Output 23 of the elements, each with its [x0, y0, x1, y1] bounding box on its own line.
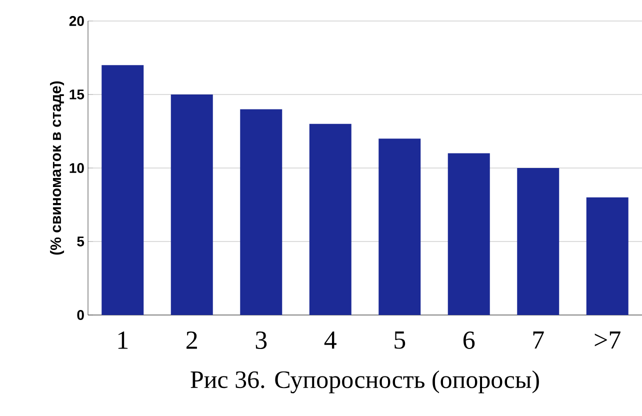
- x-tick-label: 6: [463, 332, 475, 349]
- y-tick-label: 0: [77, 310, 84, 320]
- x-tick-label: 4: [324, 332, 336, 349]
- bar: [170, 94, 213, 315]
- y-tick-label: 10: [70, 163, 84, 173]
- bar: [448, 153, 490, 315]
- y-tick-label: 20: [69, 16, 84, 26]
- y-axis-title: (% свиноматок в стаде): [50, 81, 64, 255]
- y-tick-label: 5: [77, 236, 84, 246]
- bar: [240, 109, 282, 315]
- bar: [102, 65, 144, 315]
- y-tick-label: 15: [70, 90, 84, 100]
- x-tick-label: 1: [118, 332, 128, 349]
- bar: [517, 168, 560, 315]
- x-tick-label: 7: [533, 332, 544, 349]
- text: Рис 36. Супоросность (опоросы): [190, 370, 539, 394]
- x-tick-label: 3: [256, 332, 267, 349]
- bar: [378, 138, 421, 315]
- bar: [309, 124, 352, 315]
- x-tick-label: >7: [594, 332, 620, 349]
- bar: [586, 197, 628, 315]
- x-tick-label: 2: [186, 332, 197, 349]
- x-tick-label: 5: [394, 332, 406, 349]
